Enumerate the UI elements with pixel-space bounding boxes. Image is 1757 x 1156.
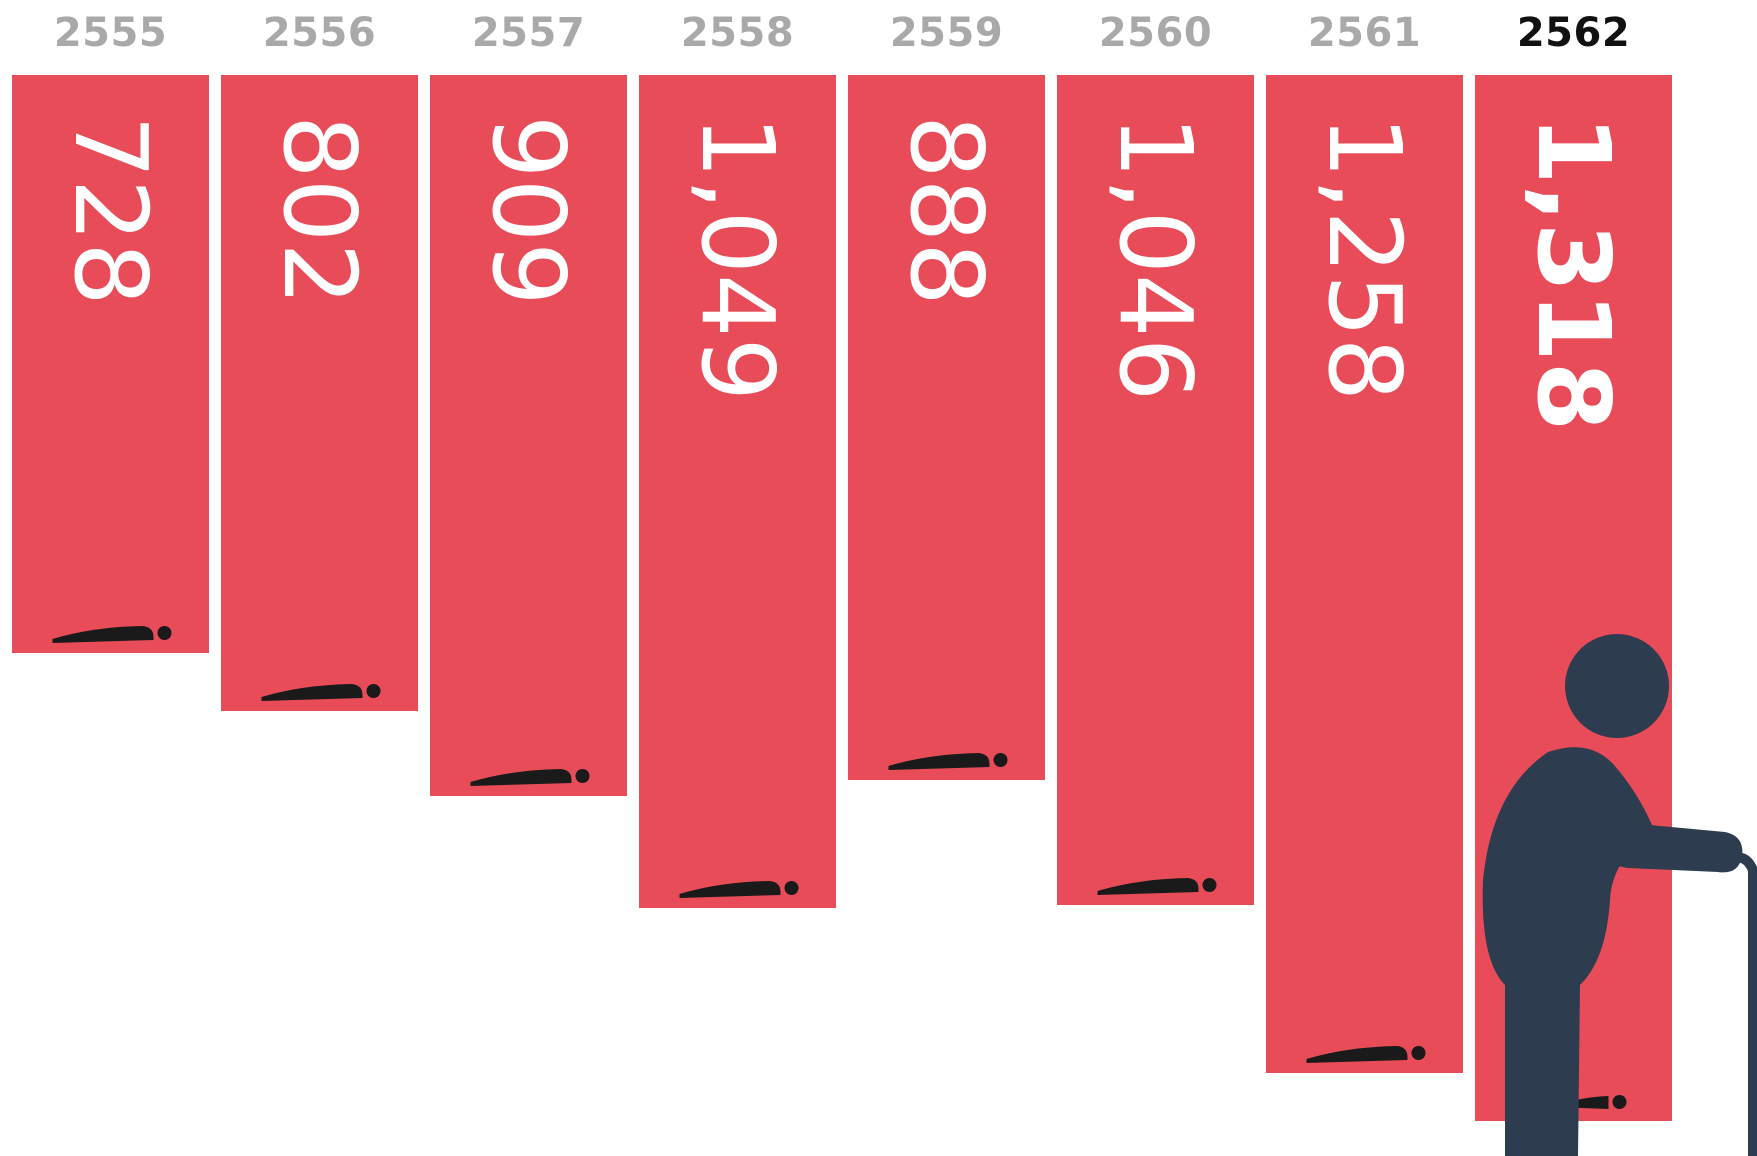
value-label-2559: 888 xyxy=(888,115,1005,306)
bar-2556 xyxy=(221,75,418,711)
lying-person-icon xyxy=(261,684,381,701)
year-label-2559: 2559 xyxy=(890,10,1003,56)
year-label-2555: 2555 xyxy=(54,10,167,56)
bars-layer: 728 802 909 1,049 888 1,046 1,258 1,318 xyxy=(12,75,1672,1121)
lying-person-icon xyxy=(52,626,172,643)
lying-person-icon xyxy=(1097,878,1217,895)
value-label-2557: 909 xyxy=(470,115,587,306)
lying-person-icon xyxy=(679,881,799,898)
year-label-2557: 2557 xyxy=(472,10,585,56)
value-label-2558: 1,049 xyxy=(679,115,796,401)
bar-2555 xyxy=(12,75,209,653)
value-label-2561: 1,258 xyxy=(1306,115,1423,401)
bar-2559 xyxy=(848,75,1045,780)
lying-person-icon xyxy=(888,753,1008,770)
lying-person-icon xyxy=(1306,1046,1426,1063)
lying-person-icon xyxy=(470,769,590,786)
year-label-2558: 2558 xyxy=(681,10,794,56)
bar-2560 xyxy=(1057,75,1254,905)
bar-2557 xyxy=(430,75,627,796)
year-label-2561: 2561 xyxy=(1308,10,1421,56)
year-labels-layer: 2555 2556 2557 2558 2559 2560 2561 2562 xyxy=(54,10,1630,56)
bar-2558 xyxy=(639,75,836,908)
value-label-2556: 802 xyxy=(261,115,378,306)
value-label-2562: 1,318 xyxy=(1515,115,1632,431)
year-label-2560: 2560 xyxy=(1099,10,1212,56)
elderly-person-with-cane-icon xyxy=(1482,634,1757,1156)
year-label-2562: 2562 xyxy=(1517,10,1630,56)
value-label-2555: 728 xyxy=(52,115,169,306)
value-label-2560: 1,046 xyxy=(1097,115,1214,401)
year-label-2556: 2556 xyxy=(263,10,376,56)
bar-2561 xyxy=(1266,75,1463,1073)
